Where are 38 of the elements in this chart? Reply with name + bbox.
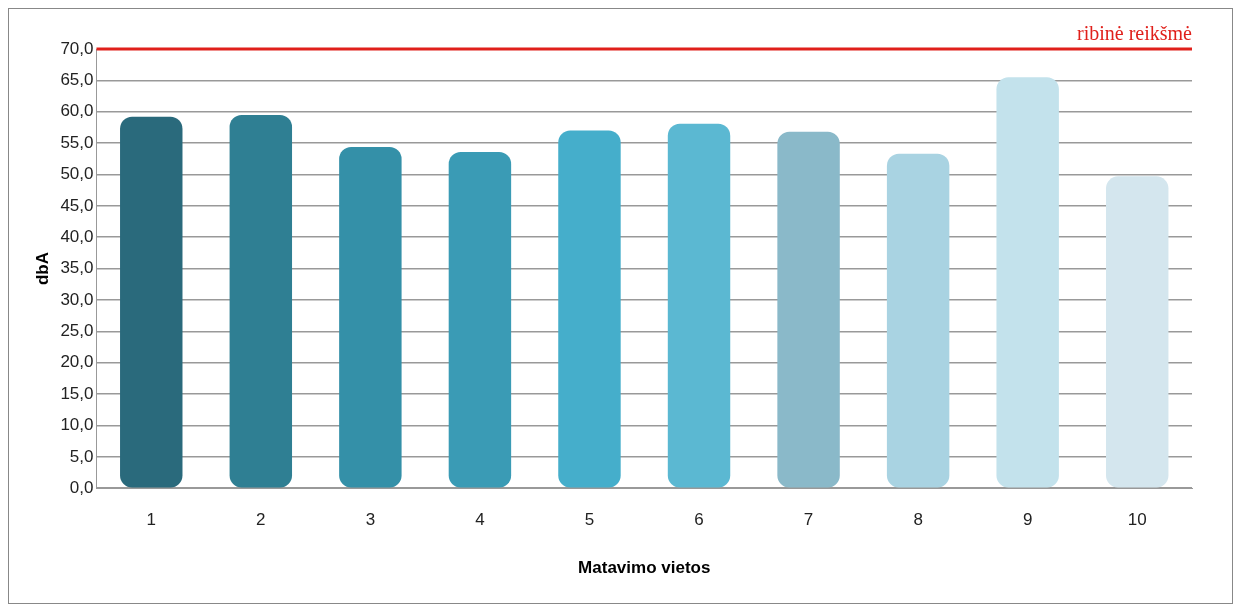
y-tick-label: 40,0 [60, 226, 94, 246]
bar [558, 130, 621, 488]
y-tick-label: 5,0 [69, 446, 94, 466]
ref-line-label: ribinė reikšmė [1077, 22, 1193, 45]
bar [1106, 176, 1169, 488]
x-tick-label: 7 [803, 510, 814, 530]
bar [448, 151, 512, 488]
bar [996, 77, 1059, 488]
y-tick-label: 10,0 [60, 415, 94, 435]
bar [120, 116, 183, 488]
y-tick-label: 65,0 [60, 70, 94, 90]
x-tick-label: 5 [584, 510, 595, 530]
x-tick-label: 9 [1022, 510, 1033, 530]
y-tick-label: 20,0 [60, 352, 94, 372]
y-tick-label: 70,0 [60, 38, 94, 58]
x-axis-title: Matavimo vietos [578, 558, 711, 578]
y-tick-label: 25,0 [60, 321, 94, 341]
x-tick-label: 10 [1127, 510, 1147, 530]
y-axis-title: dbA [32, 252, 52, 286]
bar [777, 131, 840, 488]
x-tick-label: 4 [475, 510, 485, 530]
x-tick-label: 1 [146, 510, 156, 530]
y-tick-label: 55,0 [60, 132, 94, 152]
y-tick-label: 30,0 [60, 289, 94, 309]
y-tick-label: 15,0 [60, 383, 94, 403]
bar [229, 114, 293, 488]
y-tick-label: 35,0 [60, 258, 94, 278]
y-tick-label: 45,0 [60, 195, 94, 215]
y-tick-label: 60,0 [60, 101, 94, 121]
x-tick-label: 8 [913, 510, 923, 530]
bar [667, 123, 731, 488]
x-tick-label: 6 [694, 510, 704, 530]
y-tick-label: 50,0 [60, 164, 94, 184]
x-tick-label: 3 [365, 510, 376, 530]
x-tick-label: 2 [256, 510, 266, 530]
bar [339, 146, 402, 488]
y-tick-label: 0,0 [69, 477, 94, 497]
bar [886, 153, 950, 488]
